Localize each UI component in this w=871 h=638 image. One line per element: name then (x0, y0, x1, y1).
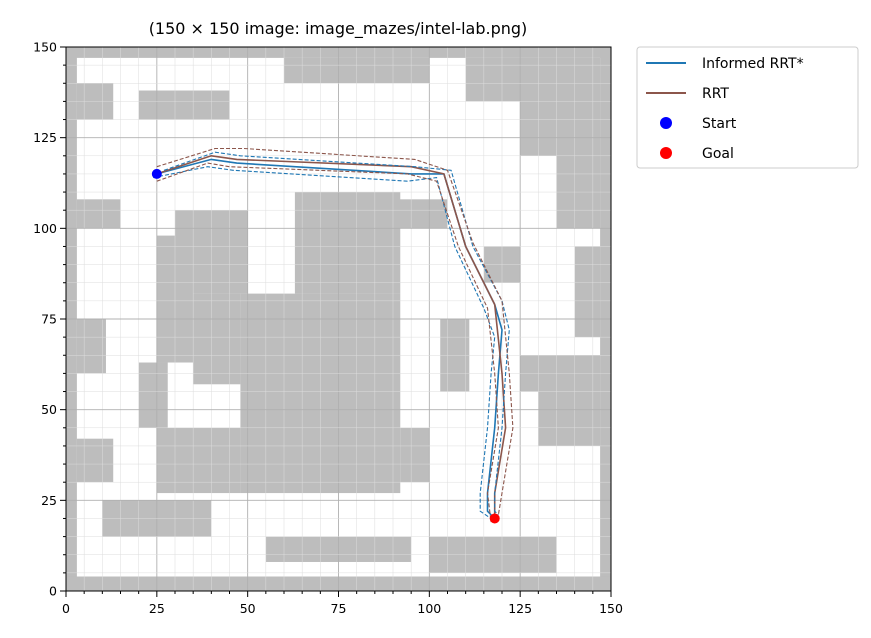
path-series-dashed (153, 166, 496, 519)
series-layer (153, 147, 514, 523)
legend: Informed RRT* RRT Start Goal (636, 46, 859, 169)
y-tick-label: 25 (41, 493, 57, 508)
obstacle-block (138, 90, 230, 120)
x-tick-label: 150 (599, 601, 623, 616)
obstacle-block (138, 362, 168, 428)
obstacle-block (156, 427, 241, 494)
chart-title: (150 × 150 image: image_mazes/intel-lab.… (149, 19, 528, 39)
x-tick-label: 50 (240, 601, 256, 616)
obstacle-block (465, 57, 521, 102)
path-series-rrt (156, 155, 507, 519)
markers-layer (151, 168, 500, 524)
obstacle-block (574, 246, 601, 338)
plot-area (66, 47, 611, 591)
obstacle-block (76, 319, 106, 374)
obstacle-block (76, 438, 114, 483)
legend-swatch-marker (660, 147, 672, 159)
x-tick-label: 100 (417, 601, 441, 616)
path-series-dashed (156, 162, 499, 523)
x-tick-label: 0 (62, 601, 70, 616)
x-tick-label: 75 (331, 601, 347, 616)
obstacle-block (76, 199, 121, 229)
obstacle-block (400, 427, 430, 483)
y-tick-label: 150 (33, 40, 57, 55)
goal-marker (489, 513, 500, 524)
x-tick-label: 125 (508, 601, 532, 616)
obstacle-block (193, 293, 241, 385)
y-tick-label: 50 (41, 402, 57, 417)
legend-frame (636, 46, 859, 169)
y-tick-label: 125 (33, 130, 57, 145)
grid-layer (66, 47, 611, 591)
legend-label: Goal (702, 146, 734, 162)
legend-label: Start (702, 116, 737, 132)
path-series-dashed (156, 147, 514, 515)
path-series-dashed (163, 151, 510, 516)
legend-swatch-marker (660, 117, 672, 129)
y-tick-label: 100 (33, 221, 57, 236)
axes-layer: 0 25 50 75 100 125 150 0 25 50 75 100 125 150 (33, 40, 623, 617)
y-tick-label: 0 (49, 584, 57, 599)
obstacle-block (520, 57, 601, 156)
obstacle-block (538, 391, 601, 446)
start-marker (151, 168, 162, 179)
legend-label: Informed RRT* (702, 56, 804, 72)
x-tick-label: 25 (149, 601, 165, 616)
y-tick-label: 75 (41, 312, 57, 327)
legend-label: RRT (702, 86, 729, 102)
